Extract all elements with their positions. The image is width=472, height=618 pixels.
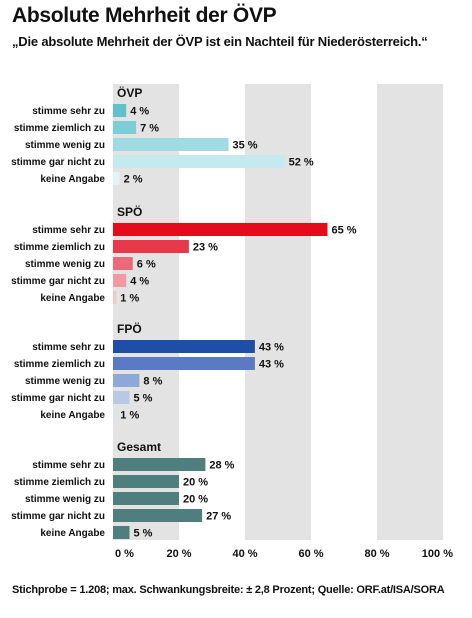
data-label: 7 % <box>140 123 159 135</box>
grid-band <box>245 84 311 540</box>
chart-subtitle: „Die absolute Mehrheit der ÖVP ist ein N… <box>12 34 428 49</box>
x-tick-label: 20 % <box>166 548 191 560</box>
data-label: 52 % <box>289 157 314 169</box>
bar <box>113 374 140 387</box>
data-label: 1 % <box>120 293 139 305</box>
x-tick-label: 80 % <box>364 548 389 560</box>
data-label: 5 % <box>134 528 153 540</box>
data-label: 5 % <box>134 393 153 405</box>
data-label: 2 % <box>124 174 143 186</box>
group-title: Gesamt <box>117 440 161 454</box>
x-tick-label: 40 % <box>232 548 257 560</box>
bar <box>113 526 130 539</box>
data-label: 4 % <box>130 276 149 288</box>
bar <box>113 408 117 421</box>
category-label: keine Angabe <box>40 174 105 185</box>
bar <box>113 475 179 488</box>
category-label: stimme sehr zu <box>32 106 105 117</box>
data-label: 8 % <box>143 376 162 388</box>
bar <box>113 223 328 236</box>
chart-title: Absolute Mehrheit der ÖVP <box>12 4 277 27</box>
data-label: 27 % <box>206 511 231 523</box>
grid-band <box>377 84 443 540</box>
data-label: 20 % <box>183 494 208 506</box>
group-title: FPÖ <box>117 321 142 336</box>
data-label: 23 % <box>193 242 218 254</box>
bar <box>113 458 206 471</box>
bar <box>113 172 120 185</box>
category-label: stimme sehr zu <box>32 460 105 471</box>
source-note: Stichprobe = 1.208; max. Schwankungsbrei… <box>12 584 445 596</box>
x-tick-label: 60 % <box>298 548 323 560</box>
group-title: SPÖ <box>117 204 142 219</box>
bar <box>113 138 229 151</box>
data-label: 43 % <box>259 342 284 354</box>
category-label: stimme ziemlich zu <box>14 359 105 370</box>
category-label: keine Angabe <box>40 410 105 421</box>
bar <box>113 509 203 522</box>
data-label: 28 % <box>209 460 234 472</box>
category-label: stimme sehr zu <box>32 225 105 236</box>
x-tick-label: 0 % <box>115 548 134 560</box>
bar <box>113 340 255 353</box>
bar <box>113 155 285 168</box>
bar <box>113 274 127 287</box>
grid-band <box>113 84 179 540</box>
category-label: stimme wenig zu <box>25 259 105 270</box>
category-label: stimme wenig zu <box>25 494 105 505</box>
bar <box>113 357 255 370</box>
data-label: 4 % <box>130 106 149 118</box>
data-label: 35 % <box>233 140 258 152</box>
category-label: stimme gar nicht zu <box>11 157 105 168</box>
category-label: stimme wenig zu <box>25 376 105 387</box>
category-label: stimme ziemlich zu <box>14 477 105 488</box>
category-label: keine Angabe <box>40 293 105 304</box>
data-label: 1 % <box>120 410 139 422</box>
bar <box>113 391 130 404</box>
bar <box>113 240 189 253</box>
category-label: keine Angabe <box>40 528 105 539</box>
category-label: stimme ziemlich zu <box>14 242 105 253</box>
data-label: 65 % <box>332 225 357 237</box>
category-label: stimme gar nicht zu <box>11 393 105 404</box>
category-label: stimme ziemlich zu <box>14 123 105 134</box>
group-title: ÖVP <box>117 85 142 100</box>
category-label: stimme gar nicht zu <box>11 276 105 287</box>
bar <box>113 257 133 270</box>
bar <box>113 291 117 304</box>
category-label: stimme gar nicht zu <box>11 511 105 522</box>
data-label: 43 % <box>259 359 284 371</box>
category-label: stimme wenig zu <box>25 140 105 151</box>
data-label: 20 % <box>183 477 208 489</box>
x-tick-label: 100 % <box>422 548 453 560</box>
category-label: stimme sehr zu <box>32 342 105 353</box>
data-label: 6 % <box>137 259 156 271</box>
bar <box>113 121 137 134</box>
bar <box>113 104 127 117</box>
bar <box>113 492 179 505</box>
